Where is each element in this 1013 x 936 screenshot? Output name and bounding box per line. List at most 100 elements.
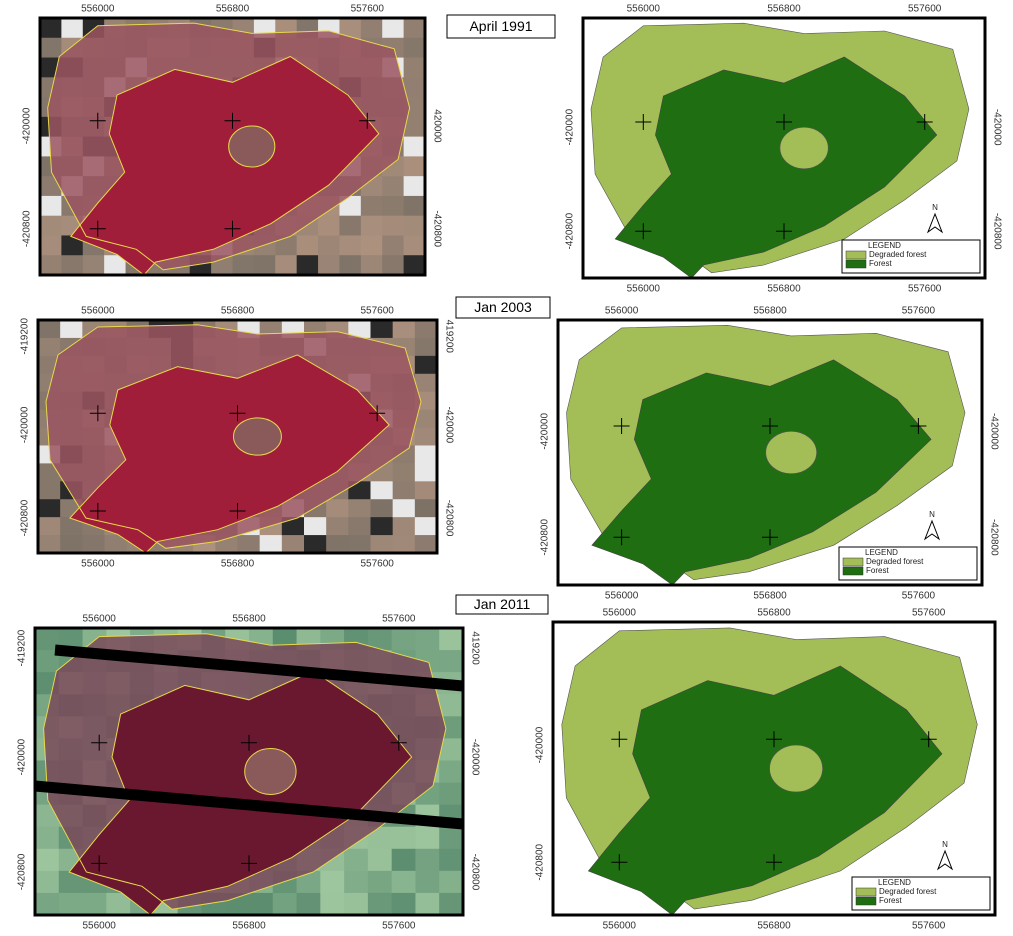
pixel [404,196,426,216]
x-tick-label: 556000 [603,608,637,619]
y-tick-label: -420000 [443,406,454,443]
y-tick-label: -420000 [991,109,1002,146]
pixel [382,255,404,275]
pixel [368,871,392,894]
legend-item: Forest [879,896,902,905]
x-tick-label: 556000 [627,4,661,15]
pixel [40,216,62,236]
pixel [415,481,438,499]
x-tick-label: 556800 [753,591,787,602]
pixel [282,535,305,553]
x-tick-label: 556800 [757,921,791,932]
pixel [249,893,273,916]
north-label: N [932,203,938,212]
pixel [233,255,255,275]
x-tick-label: 556000 [81,4,115,15]
pixel [371,499,394,517]
pixel [339,255,361,275]
pixel [393,481,416,499]
pixel [404,58,426,78]
legend-item: Forest [869,259,892,268]
pixel [439,650,463,673]
legend-swatch [846,260,866,268]
x-tick-label: 556800 [767,4,801,15]
pixel [238,535,261,553]
pixel [415,428,438,446]
pixel [35,893,59,916]
pixel [318,216,340,236]
pixel [371,481,394,499]
pixel [392,893,416,916]
x-tick-label: 556800 [232,614,266,625]
x-tick-label: 557600 [360,559,394,570]
pixel [371,320,394,338]
north-label: N [929,510,935,519]
y-tick-label: -420000 [469,739,480,776]
pixel [439,827,463,850]
legend-swatch [856,897,876,905]
pixel [348,535,371,553]
pixel [304,517,327,535]
x-tick-label: 556800 [221,559,255,570]
y-tick-label: -420000 [22,107,33,144]
y-tick-label: -420000 [540,413,551,450]
pixel [38,320,61,338]
pixel [60,535,83,553]
pixel [326,517,349,535]
pixel [392,628,416,651]
figure: April 1991556000556800557600-420000-4208… [0,0,1013,936]
y-tick-label: 419200 [443,320,454,354]
y-tick-label: -420800 [20,499,31,536]
pixel [344,849,368,872]
legend-title: LEGEND [878,878,911,887]
x-tick-label: 556000 [83,921,117,932]
pixel [297,255,319,275]
pixel [273,893,297,916]
y-tick-label: -420000 [535,726,546,763]
x-tick-label: 556800 [757,608,791,619]
y-tick-label: -419200 [17,629,28,666]
date-label: Jan 2011 [474,596,531,612]
x-tick-label: 557600 [908,284,942,295]
pixel [415,849,439,872]
y-tick-label: -420800 [431,210,442,247]
date-label: Jan 2003 [474,299,532,315]
y-tick-label: -420800 [535,843,546,880]
pixel [320,871,344,894]
y-tick-label: -420800 [988,519,999,556]
pixel [40,38,62,58]
legend-swatch [856,888,876,896]
pixel [415,535,438,553]
pixel [404,235,426,255]
legend-title: LEGEND [868,241,901,250]
pixel [83,255,105,275]
pixel [404,77,426,97]
legend-swatch [843,567,863,575]
y-tick-label: -420000 [17,738,28,775]
pixel [404,156,426,176]
pixel [344,871,368,894]
pixel [339,235,361,255]
pixel [393,320,416,338]
x-tick-label: 556800 [767,284,801,295]
legend-item: Degraded forest [879,887,937,896]
x-tick-label: 556800 [216,4,250,15]
pixel [415,463,438,481]
y-tick-label: -420800 [443,500,454,537]
x-tick-label: 556000 [603,921,637,932]
pixel [439,628,463,651]
y-tick-label: -419200 [20,318,31,355]
pixel [326,535,349,553]
pixel [348,517,371,535]
pixel [415,356,438,374]
pixel [40,255,62,275]
pixel [415,893,439,916]
pixel [415,517,438,535]
pixel [83,893,107,916]
pixel [404,255,426,275]
y-tick-label: 419200 [469,631,480,665]
degraded-patch [780,127,828,169]
x-tick-label: 556800 [221,306,255,317]
y-tick-label: -420800 [469,854,480,891]
pixel [392,871,416,894]
